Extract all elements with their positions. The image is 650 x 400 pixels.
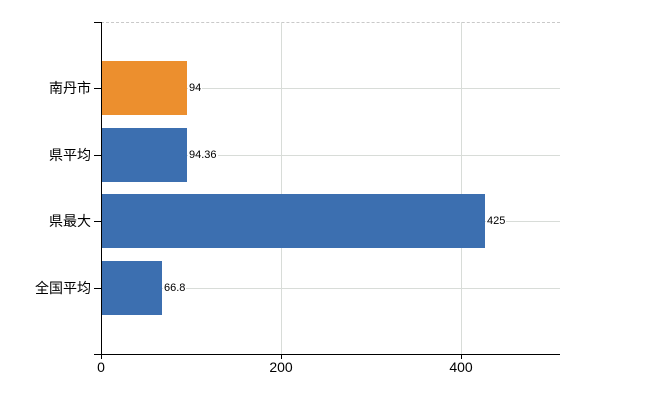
y-tick-mark (94, 221, 101, 222)
category-label: 県平均 (49, 147, 91, 163)
v-gridline (281, 22, 282, 354)
h-gridline (101, 88, 560, 89)
category-label: 南丹市 (49, 80, 91, 96)
y-axis-line (101, 22, 102, 354)
x-tick-mark (461, 354, 462, 359)
x-tick-label: 0 (97, 359, 105, 375)
bar-value-label: 94.36 (188, 147, 218, 163)
y-axis-top-tick (94, 22, 101, 23)
h-gridline (101, 155, 560, 156)
bar (102, 194, 485, 248)
y-tick-mark (94, 88, 101, 89)
bar (102, 261, 162, 315)
x-axis-line (94, 354, 560, 355)
plot-area: 0 200 400 南丹市 94 県平均 94.36 県最大 425 全国平均 66.8 (35, 22, 560, 375)
category-label: 全国平均 (35, 280, 91, 296)
bar-value-label: 425 (486, 213, 507, 229)
x-tick-label: 200 (269, 359, 293, 375)
y-tick-mark (94, 155, 101, 156)
bar-value-label: 66.8 (163, 280, 187, 296)
x-tick-mark (101, 354, 102, 359)
plot-top-border (101, 22, 560, 23)
bar (102, 61, 187, 115)
h-gridline (101, 288, 560, 289)
x-tick-mark (281, 354, 282, 359)
y-tick-mark (94, 288, 101, 289)
bar (102, 128, 187, 182)
category-label: 県最大 (49, 213, 91, 229)
bar-value-label: 94 (188, 80, 203, 96)
x-tick-label: 400 (449, 359, 473, 375)
v-gridline (461, 22, 462, 354)
